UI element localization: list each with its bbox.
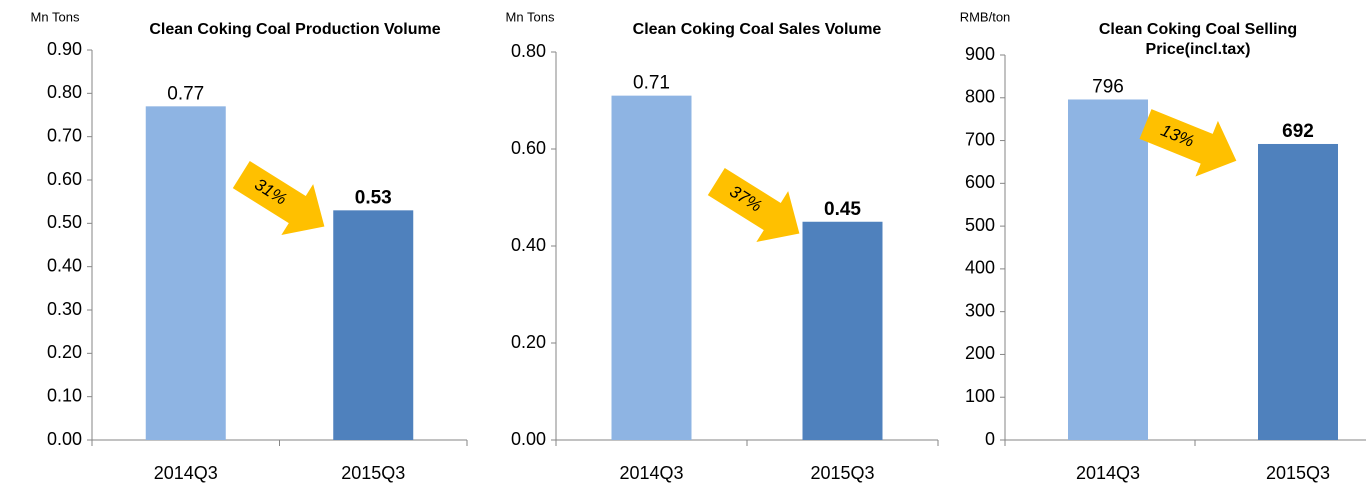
bar xyxy=(802,221,883,440)
x-tick-label: 2014Q3 xyxy=(1076,463,1140,483)
decline-arrow: 31% xyxy=(232,160,325,235)
y-tick-label: 800 xyxy=(965,87,995,107)
chart-title: Clean Coking Coal Selling Price(incl.tax… xyxy=(1098,21,1298,58)
y-unit: Mn Tons xyxy=(31,9,80,24)
y-tick-label: 0.50 xyxy=(47,212,82,232)
decline-arrow: 37% xyxy=(707,167,800,242)
bar xyxy=(611,95,692,441)
x-tick-label: 2015Q3 xyxy=(1266,463,1330,483)
y-tick-label: 200 xyxy=(965,343,995,363)
y-tick-label: 0.10 xyxy=(47,385,82,405)
bar xyxy=(145,106,226,440)
y-tick-label: 0 xyxy=(985,429,995,449)
y-tick-label: 500 xyxy=(965,215,995,235)
x-tick-label: 2014Q3 xyxy=(154,463,218,483)
y-tick-label: 400 xyxy=(965,258,995,278)
y-tick-label: 0.90 xyxy=(47,39,82,59)
y-tick-label: 0.40 xyxy=(511,235,546,255)
decline-arrow: 13% xyxy=(1139,109,1237,177)
arrow-shape xyxy=(232,160,325,235)
bar xyxy=(1258,143,1338,440)
x-tick-label: 2014Q3 xyxy=(619,463,683,483)
value-label: 0.53 xyxy=(355,187,392,208)
y-tick-label: 900 xyxy=(965,44,995,64)
y-tick-label: 0.60 xyxy=(511,138,546,158)
y-tick-label: 0.00 xyxy=(511,429,546,449)
arrow-shape xyxy=(707,167,800,242)
value-label: 0.71 xyxy=(633,73,670,94)
x-tick-label: 2015Q3 xyxy=(810,463,874,483)
y-tick-label: 0.70 xyxy=(47,125,82,145)
arrow-shape xyxy=(1139,109,1237,177)
y-tick-label: 100 xyxy=(965,386,995,406)
value-label: 0.77 xyxy=(167,83,204,104)
y-tick-label: 0.30 xyxy=(47,299,82,319)
y-tick-label: 0.60 xyxy=(47,169,82,189)
y-tick-label: 0.80 xyxy=(47,82,82,102)
y-tick-label: 0.20 xyxy=(511,332,546,352)
bar xyxy=(333,210,414,440)
chart-title: Clean Coking Coal Sales Volume xyxy=(632,21,882,38)
y-tick-label: 600 xyxy=(965,172,995,192)
chart-title: Clean Coking Coal Production Volume xyxy=(149,21,441,38)
x-tick-label: 2015Q3 xyxy=(341,463,405,483)
bar xyxy=(1068,99,1148,440)
value-label: 692 xyxy=(1282,121,1314,142)
y-tick-label: 0.40 xyxy=(47,255,82,275)
y-unit: RMB/ton xyxy=(960,9,1011,24)
y-tick-label: 0.20 xyxy=(47,342,82,362)
y-tick-label: 700 xyxy=(965,129,995,149)
value-label: 796 xyxy=(1092,77,1124,98)
y-unit: Mn Tons xyxy=(506,9,555,24)
y-tick-label: 0.80 xyxy=(511,41,546,61)
y-tick-label: 300 xyxy=(965,300,995,320)
value-label: 0.45 xyxy=(824,199,861,220)
y-tick-label: 0.00 xyxy=(47,429,82,449)
